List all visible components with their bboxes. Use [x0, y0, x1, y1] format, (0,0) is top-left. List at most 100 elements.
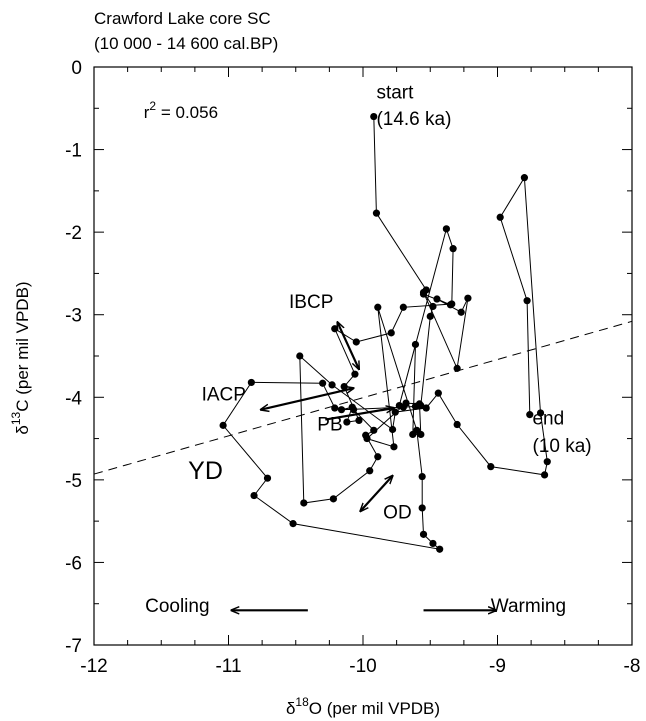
data-point: [520, 174, 529, 182]
arrow: [325, 408, 394, 421]
data-point: [337, 406, 346, 414]
y-axis-title-base: δ: [13, 425, 32, 434]
data-point: [349, 406, 358, 414]
data-point: [434, 389, 442, 397]
annotation-label: (14.6 ka): [376, 109, 451, 130]
data-point: [374, 453, 382, 461]
x-tick-label: -12: [80, 656, 107, 677]
data-point: [422, 404, 430, 412]
data-point: [433, 295, 441, 303]
annotation-label: PB: [317, 414, 342, 435]
annotation-label: IBCP: [289, 292, 333, 313]
x-tick-label: -8: [624, 656, 641, 677]
axis-titles: δ18O (per mil VPDB)δ13C (per mil VPDB): [9, 281, 440, 718]
data-point: [250, 491, 258, 500]
data-point: [319, 379, 327, 387]
double-arrow: [261, 388, 354, 409]
data-point: [331, 325, 339, 333]
data-point: [419, 530, 428, 538]
y-tick-label: -5: [65, 471, 82, 492]
data-point: [352, 338, 360, 346]
y-axis-title-sup: 13: [9, 411, 23, 425]
data-point: [399, 303, 407, 311]
data-point: [370, 112, 378, 121]
data-point: [464, 294, 472, 302]
data-point: [372, 209, 381, 217]
data-point: [536, 409, 545, 417]
annotation-label: IACP: [202, 385, 246, 406]
annotation-label: Warming: [491, 596, 566, 617]
annotation-label: OD: [383, 503, 412, 524]
data-point: [343, 418, 351, 426]
data-point: [415, 400, 424, 408]
x-axis-title-sup: 18: [295, 695, 309, 709]
x-axis-title: δ18O (per mil VPDB): [286, 695, 440, 718]
data-point: [263, 474, 272, 482]
data-point: [402, 399, 410, 407]
r-squared-text: r2 = 0.056: [144, 99, 218, 122]
data-point: [247, 378, 255, 387]
x-tick-label: -10: [349, 656, 376, 677]
data-point: [442, 225, 450, 233]
annotation-label: start: [376, 82, 414, 103]
annotations: start (14.6 ka) end (10 ka) IBCP IACP PB YD OD Co…: [145, 82, 592, 617]
data-point: [395, 401, 403, 410]
r-squared-value: = 0.056: [156, 103, 218, 122]
annotation-label: end: [532, 409, 564, 430]
x-axis-title-rest: O (per mil VPDB): [309, 699, 440, 718]
data-point: [419, 288, 428, 297]
data-point: [362, 431, 370, 439]
plot-border: [93, 66, 633, 646]
y-tick-label: 0: [71, 58, 82, 79]
data-point: [429, 302, 437, 311]
data-point: [366, 467, 374, 475]
annotation-label: Cooling: [145, 596, 209, 617]
data-point: [355, 416, 363, 425]
data-point: [540, 471, 549, 479]
chart-title-line-2: (10 000 - 14 600 cal.BP): [94, 34, 278, 53]
data-point: [487, 463, 495, 471]
data-point: [391, 408, 399, 416]
y-axis-title-rest: C (per mil VPDB): [13, 281, 32, 411]
r-squared-base: r: [144, 103, 150, 122]
x-tick-label: -9: [489, 656, 506, 677]
data-point: [387, 329, 395, 337]
x-tick-labels: -12 -11 -10 -9 -8: [80, 656, 640, 677]
data-point: [523, 297, 531, 305]
data-point: [300, 499, 308, 507]
axis-ticks: [93, 66, 633, 646]
annotation-arrows: [231, 322, 496, 610]
r-squared-sup: 2: [149, 99, 156, 113]
regression-line: [93, 320, 633, 475]
data-point: [329, 495, 338, 503]
data-point: [453, 420, 461, 429]
data-point: [413, 426, 421, 434]
data-point: [351, 370, 359, 378]
regression-line-group: [93, 320, 633, 475]
y-tick-label: -6: [65, 553, 82, 574]
data-point: [426, 312, 434, 320]
y-axis-title: δ13C (per mil VPDB): [9, 281, 32, 434]
data-point: [390, 443, 398, 451]
data-point: [411, 340, 420, 349]
data-point: [453, 364, 461, 372]
double-arrow: [337, 322, 359, 369]
y-tick-label: -7: [65, 636, 82, 657]
r-squared-label: r2 = 0.056: [144, 99, 218, 122]
data-point: [457, 308, 465, 316]
y-tick-label: -2: [65, 223, 82, 244]
data-point: [374, 303, 382, 311]
annotation-label: (10 ka): [532, 436, 591, 457]
double-arrow: [360, 476, 392, 512]
data-point: [388, 425, 397, 434]
data-point: [448, 300, 456, 308]
data-point: [449, 245, 457, 253]
plot-frame: [93, 66, 633, 646]
chart-title: Crawford Lake core SC (10 000 - 14 600 c…: [94, 9, 278, 53]
data-point: [526, 411, 534, 419]
y-tick-label: -1: [65, 141, 82, 162]
x-axis-title-base: δ: [286, 699, 295, 718]
data-point: [331, 404, 339, 412]
